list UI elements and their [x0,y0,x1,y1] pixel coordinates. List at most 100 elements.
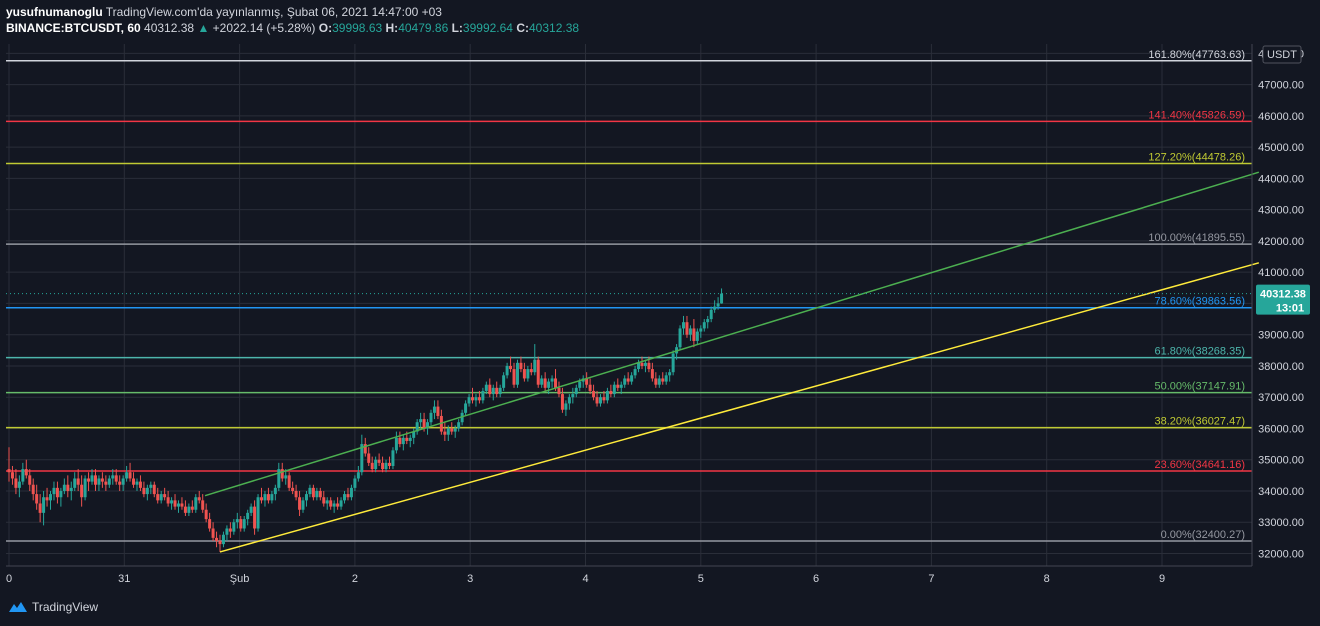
candle-body [253,506,257,529]
candle-body [249,506,253,513]
candle-body [464,403,468,413]
candle-body [505,365,509,376]
footer-brand[interactable]: TradingView [8,600,98,614]
candle-body [135,481,139,485]
candle-body [412,431,416,438]
candle-body [453,428,457,432]
candle-body [387,462,391,466]
candle-body [142,487,146,495]
candle-body [398,437,402,445]
candle-body [619,384,623,388]
candle-body [232,522,236,532]
candle-body [315,490,319,498]
price-tick-label: 43000.00 [1258,205,1304,217]
symbol-name[interactable]: BINANCE:BTCUSDT, 60 [6,21,141,35]
candle-body [87,478,91,482]
price-tick-label: 46000.00 [1258,111,1304,123]
candle-body [550,378,554,382]
candle-body [38,503,42,513]
candle-body [107,478,111,485]
candle-body [685,322,689,335]
fibonacci-retracement[interactable]: 161.80%(47763.63) 141.40%(45826.59) 127.20… [6,49,1252,542]
author-name[interactable]: yusufnumanoglu [6,5,103,19]
candle-body [260,497,264,501]
candle-body [284,475,288,479]
fib-level-label: 61.80%(38268.35) [1154,346,1245,358]
candle-body [554,378,558,388]
price-tick-label: 32000.00 [1258,548,1304,560]
candle-body [277,469,281,488]
candle-body [90,475,94,482]
candle-body [630,375,634,382]
axes: 32000.00 33000.00 34000.00 35000.00 36000.00… [6,44,1310,585]
candle-body [35,494,39,504]
candle-body [211,528,215,538]
candle-body [643,362,647,366]
candle-body [73,478,77,488]
candle-body [481,390,485,401]
high-value: 40479.86 [398,21,449,35]
fib-level-label: 161.80%(47763.63) [1148,49,1245,61]
candle-body [346,494,350,498]
fib-level-label: 50.00%(37147.91) [1154,381,1245,393]
candle-body [62,484,66,491]
candle-body [422,419,426,429]
price-tick-label: 34000.00 [1258,486,1304,498]
candle-body [661,378,665,382]
up-arrow-icon: ▲ [197,21,210,35]
candle-body [467,397,471,404]
candle-body [401,437,405,445]
candle-body [266,494,270,501]
trend-line-channel-bottom [219,262,1260,553]
candle-body [273,487,277,495]
last-price: 40312.38 [144,21,195,35]
low-label: L: [451,21,463,35]
candle-body [578,381,582,388]
fib-level-label: 100.00%(41895.55) [1148,232,1245,244]
candle-body [713,306,717,310]
candle-body [474,397,478,401]
time-tick-label: 5 [698,573,704,585]
candle-body [678,328,682,348]
candle-body [536,359,540,385]
candle-body [671,353,675,373]
candle-body [128,472,132,479]
candle-body [522,369,526,379]
candle-body [374,459,378,470]
candle-body [332,503,336,507]
candle-body [512,369,516,385]
candle-body [543,378,547,388]
candle-body [699,328,703,332]
candle-body [519,362,523,370]
trend-channel[interactable] [6,171,1260,553]
candle-body [353,478,357,488]
candle-body [637,362,641,370]
candle-body [567,397,571,404]
publish-info: yusufnumanoglu TradingView.com'da yayınl… [6,5,442,19]
candle-body [360,444,364,473]
candle-body [242,519,246,529]
candle-body [93,475,97,485]
candle-body [301,500,305,510]
candle-body [208,519,212,529]
fib-level-label: 38.20%(36027.47) [1154,416,1245,428]
candle-body [132,478,136,485]
candle-body [118,481,122,485]
candle-body [235,519,239,523]
candle-body [702,322,706,329]
candle-body [125,472,129,479]
candle-body [246,512,250,520]
candle-body [381,462,385,470]
candle-body [308,487,312,495]
candle-body [80,484,84,498]
candle-body [228,528,232,532]
candle-body [270,494,274,501]
candle-body [166,497,170,504]
candle-body [17,481,21,488]
candle-body [280,469,284,479]
candle-body [298,497,302,510]
candle-body [156,494,160,501]
time-tick-label: 4 [582,573,588,585]
candle-body [498,387,502,395]
